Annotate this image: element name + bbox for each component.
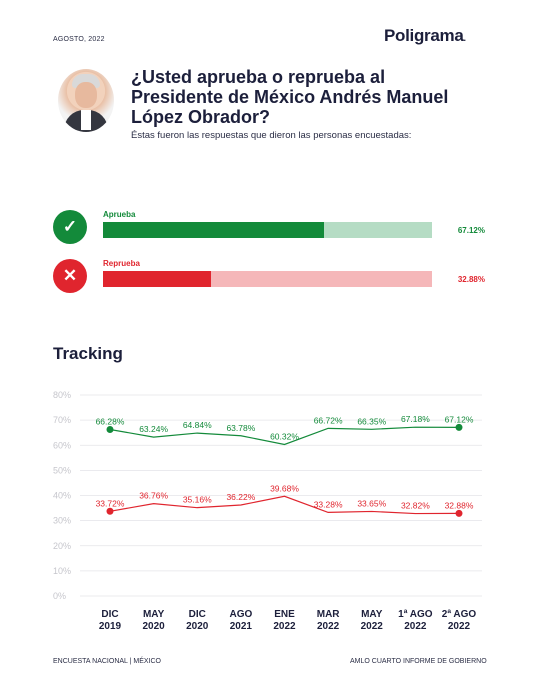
data-point: [455, 423, 463, 431]
survey-date: AGOSTO, 2022: [53, 36, 105, 43]
series-line-aprueba: [109, 426, 460, 446]
y-tick-label: 20%: [53, 541, 71, 551]
footer-right: AMLO CUARTO INFORME DE GOBIERNO: [350, 658, 487, 665]
data-label: 33.72%: [96, 498, 125, 508]
data-label: 64.84%: [183, 420, 212, 430]
y-tick-label: 0%: [53, 591, 66, 601]
data-label: 35.16%: [183, 495, 212, 505]
data-label: 36.76%: [139, 491, 168, 501]
data-label: 66.28%: [96, 416, 125, 426]
x-tick-label: MAR: [317, 609, 341, 620]
disapprove-percent: 32.88%: [457, 275, 485, 284]
y-tick-label: 40%: [53, 491, 71, 501]
x-tick-label: 2ª AGO: [442, 609, 477, 620]
disapprove-label: Reprueba: [103, 259, 140, 268]
data-label: 33.28%: [314, 499, 343, 509]
data-point: [106, 507, 114, 515]
data-label: 32.82%: [401, 501, 430, 511]
brand-dot-icon: .: [463, 33, 467, 43]
disapprove-bar-fill: [103, 271, 212, 287]
y-tick-label: 50%: [53, 465, 71, 475]
x-tick-label: 2022: [404, 621, 427, 632]
series-line-reprueba: [109, 495, 460, 515]
data-point: [106, 425, 114, 433]
tracking-chart: 0%10%20%30%40%50%60%70%80%DIC2019MAY2020…: [53, 390, 482, 632]
data-label: 60.32%: [270, 431, 299, 441]
approve-bar-fill: [103, 222, 324, 238]
x-icon: ✕: [53, 259, 87, 293]
y-tick-label: 80%: [53, 390, 71, 400]
x-tick-label: 2022: [361, 621, 384, 632]
brand-logo: Poligrama.: [384, 26, 466, 46]
check-icon: ✓: [53, 210, 87, 244]
data-label: 67.18%: [401, 414, 430, 424]
x-tick-label: 2022: [273, 621, 296, 632]
x-tick-label: MAY: [143, 609, 165, 620]
data-label: 63.24%: [139, 424, 168, 434]
x-tick-label: 1ª AGO: [398, 609, 433, 620]
x-tick-label: 2022: [448, 621, 471, 632]
approve-bar-track: [103, 222, 432, 238]
x-tick-label: DIC: [189, 609, 206, 620]
x-tick-label: 2019: [99, 621, 122, 632]
survey-question: ¿Usted aprueba o reprueba al Presidente …: [131, 67, 449, 127]
data-label: 66.72%: [314, 415, 343, 425]
y-tick-label: 70%: [53, 415, 71, 425]
x-tick-label: 2020: [186, 621, 209, 632]
data-label: 32.88%: [445, 500, 474, 510]
brand-name: Poligrama: [384, 26, 464, 45]
survey-subtitle: Éstas fueron las respuestas que dieron l…: [131, 130, 412, 141]
data-label: 39.68%: [270, 483, 299, 493]
x-tick-label: DIC: [101, 609, 118, 620]
x-tick-label: AGO: [229, 609, 252, 620]
data-label: 66.35%: [357, 416, 386, 426]
data-label: 63.78%: [226, 423, 255, 433]
data-label: 67.12%: [445, 414, 474, 424]
data-point: [455, 509, 463, 517]
approve-label: Aprueba: [103, 210, 136, 219]
tracking-title: Tracking: [53, 344, 123, 363]
x-tick-label: ENE: [274, 609, 295, 620]
president-photo: [58, 69, 114, 132]
x-tick-label: 2021: [230, 621, 253, 632]
y-tick-label: 10%: [53, 566, 71, 576]
disapprove-bar-track: [103, 271, 432, 287]
data-label: 33.65%: [357, 498, 386, 508]
x-tick-label: 2020: [143, 621, 166, 632]
footer-left: ENCUESTA NACIONAL | MÉXICO: [53, 658, 162, 665]
data-label: 36.22%: [226, 492, 255, 502]
approve-percent: 67.12%: [457, 226, 485, 235]
x-tick-label: MAY: [361, 609, 383, 620]
y-tick-label: 30%: [53, 516, 71, 526]
x-tick-label: 2022: [317, 621, 340, 632]
y-tick-label: 60%: [53, 440, 71, 450]
